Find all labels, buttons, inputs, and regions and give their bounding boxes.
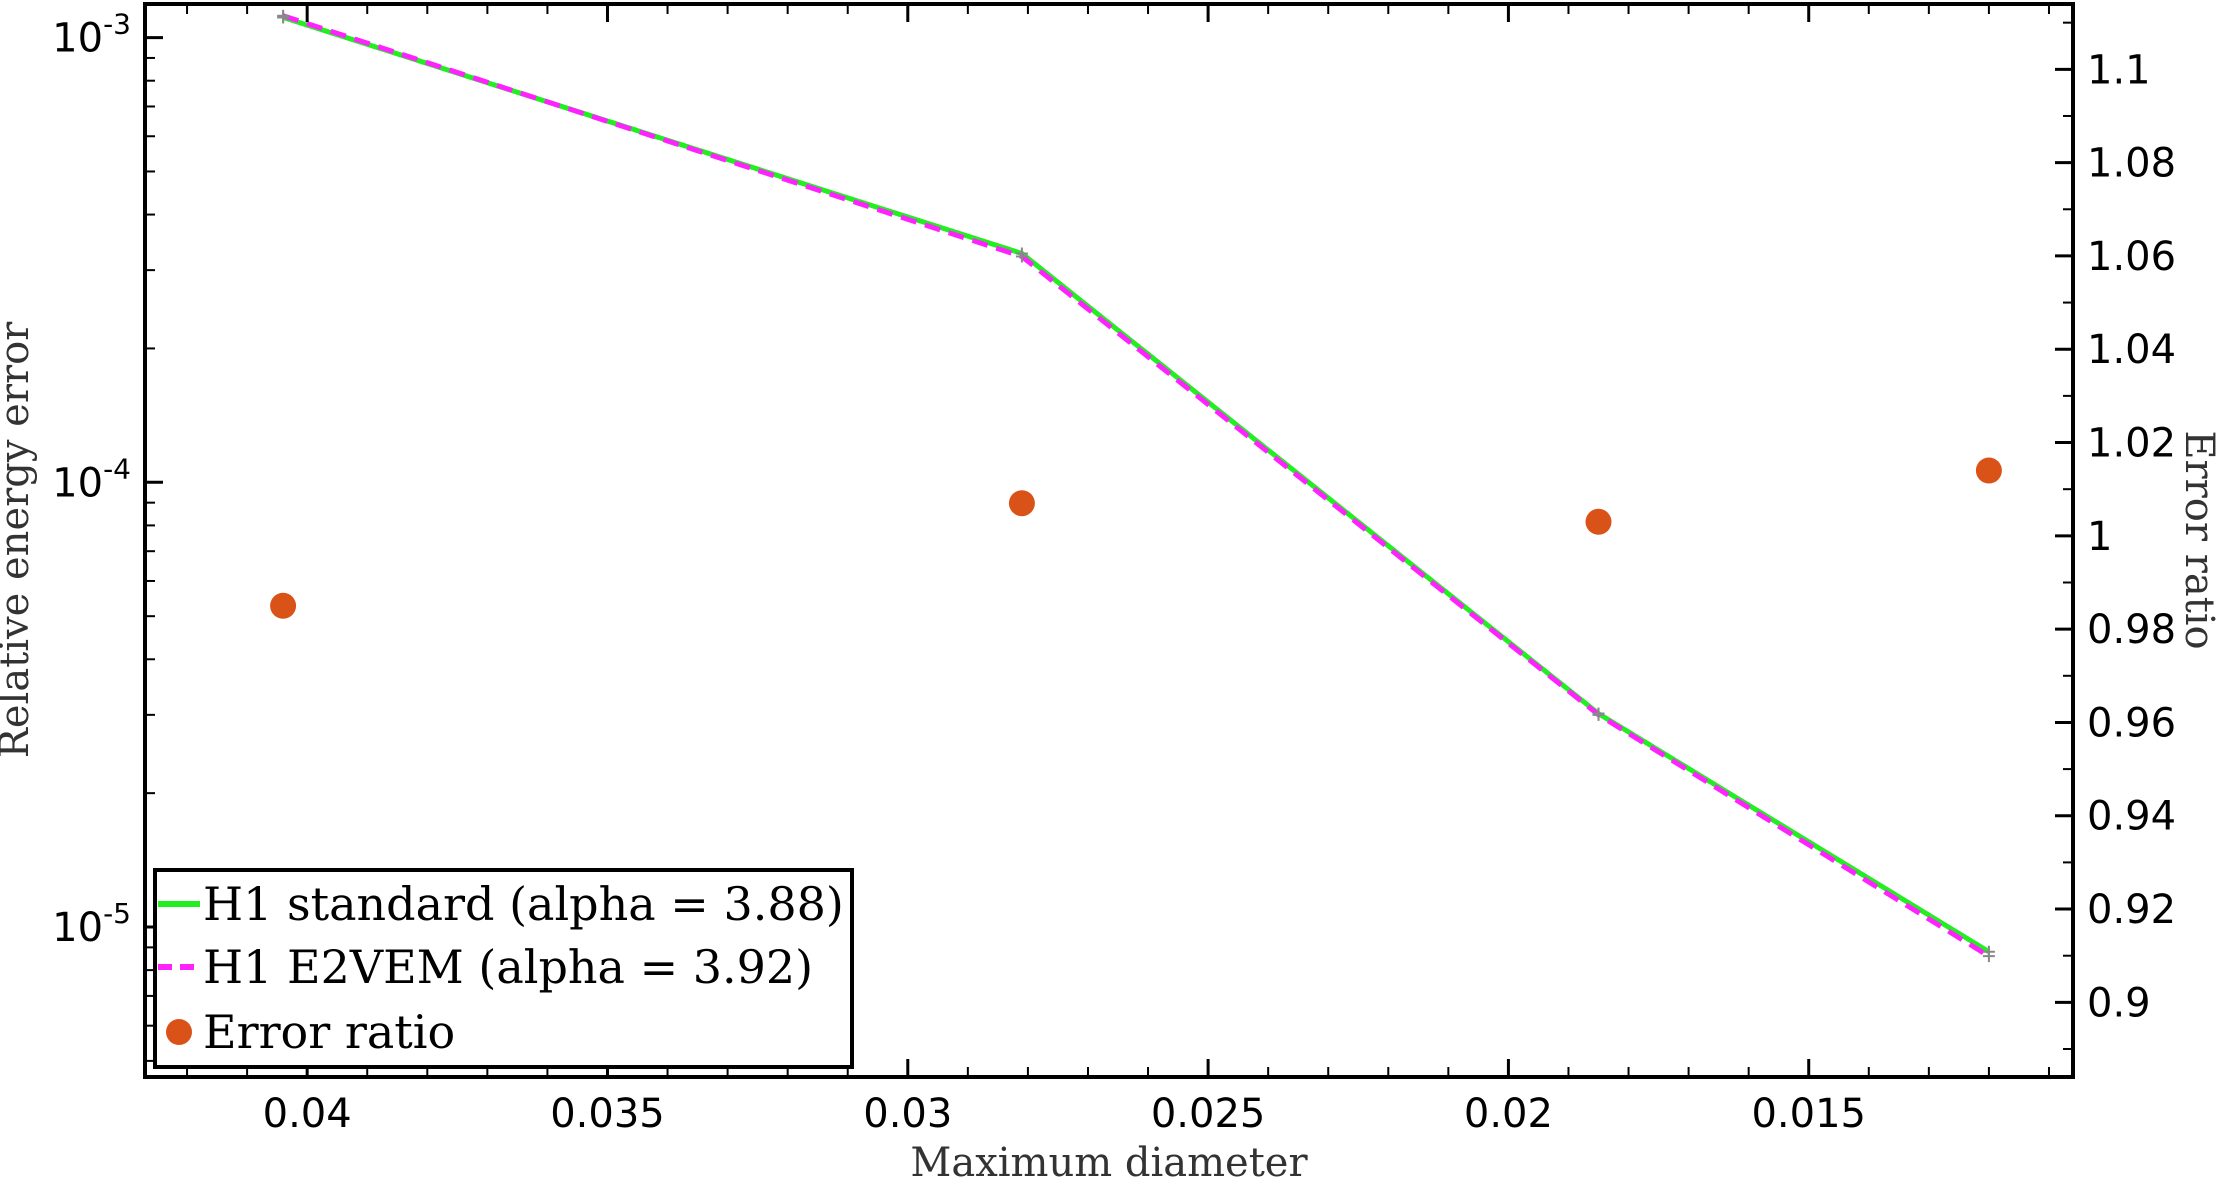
y-right-tick-label: 0.98: [2087, 607, 2176, 653]
series-1-point-marker: [1015, 250, 1028, 263]
x-tick-label: 0.03: [863, 1091, 952, 1137]
y-right-tick-label: 0.92: [2087, 887, 2176, 933]
y-right-tick-label: 0.94: [2087, 794, 2176, 840]
series-line-0: [282, 15, 1991, 954]
y-left-axis-title: Relative energy error: [0, 321, 38, 758]
plot-frame: [143, 2, 2075, 1079]
y-right-tick-label: 0.96: [2087, 700, 2176, 746]
y-left-tick-label: 10-4: [52, 452, 131, 506]
error-ratio-point: [1585, 508, 1612, 535]
y-right-tick-label: 1.1: [2087, 47, 2151, 93]
x-tick-label: 0.035: [550, 1091, 665, 1137]
legend-label-error-ratio: Error ratio: [203, 1005, 455, 1059]
legend-label-h1-standard: H1 standard (alpha = 3.88): [203, 877, 844, 931]
error-ratio-point: [1008, 490, 1035, 517]
x-tick-label: 0.02: [1464, 1091, 1553, 1137]
legend: H1 standard (alpha = 3.88) H1 E2VEM (alp…: [153, 868, 854, 1069]
legend-box: [153, 868, 854, 1069]
legend-swatch-error-ratio: [166, 1019, 192, 1045]
legend-label-h1-e2vem: H1 E2VEM (alpha = 3.92): [203, 940, 813, 994]
y-right-tick-label: 1.06: [2087, 234, 2176, 280]
y-right-tick-label: 0.9: [2087, 980, 2151, 1026]
y-right-axis-title: Error ratio: [2176, 430, 2217, 649]
y-right-tick-label: 1.02: [2087, 421, 2176, 467]
series-1-point-marker: [277, 9, 290, 22]
x-axis-title: Maximum diameter: [910, 1140, 1308, 1178]
x-tick-label: 0.04: [263, 1091, 352, 1137]
y-right-tick-label: 1.04: [2087, 327, 2176, 373]
x-tick-label: 0.025: [1151, 1091, 1266, 1137]
x-tick-label: 0.015: [1751, 1091, 1866, 1137]
series-lines: [282, 13, 1991, 959]
series-1-point-marker: [1592, 708, 1605, 721]
tick-labels: 0.04 0.035 0.03 0.025 0.02 0.015 10-3 10-4 10-5 0…: [52, 8, 2176, 1137]
y-right-tick-label: 1: [2087, 514, 2112, 560]
y-left-tick-label: 10-3: [52, 8, 131, 62]
y-left-tick-label: 10-5: [52, 897, 131, 951]
series-markers: [270, 9, 2002, 963]
error-ratio-point: [270, 592, 297, 619]
series-1-point-marker: [1982, 950, 1995, 963]
series-line-1: [282, 13, 1991, 959]
error-ratio-point: [1975, 457, 2002, 484]
y-right-tick-label: 1.08: [2087, 141, 2176, 187]
